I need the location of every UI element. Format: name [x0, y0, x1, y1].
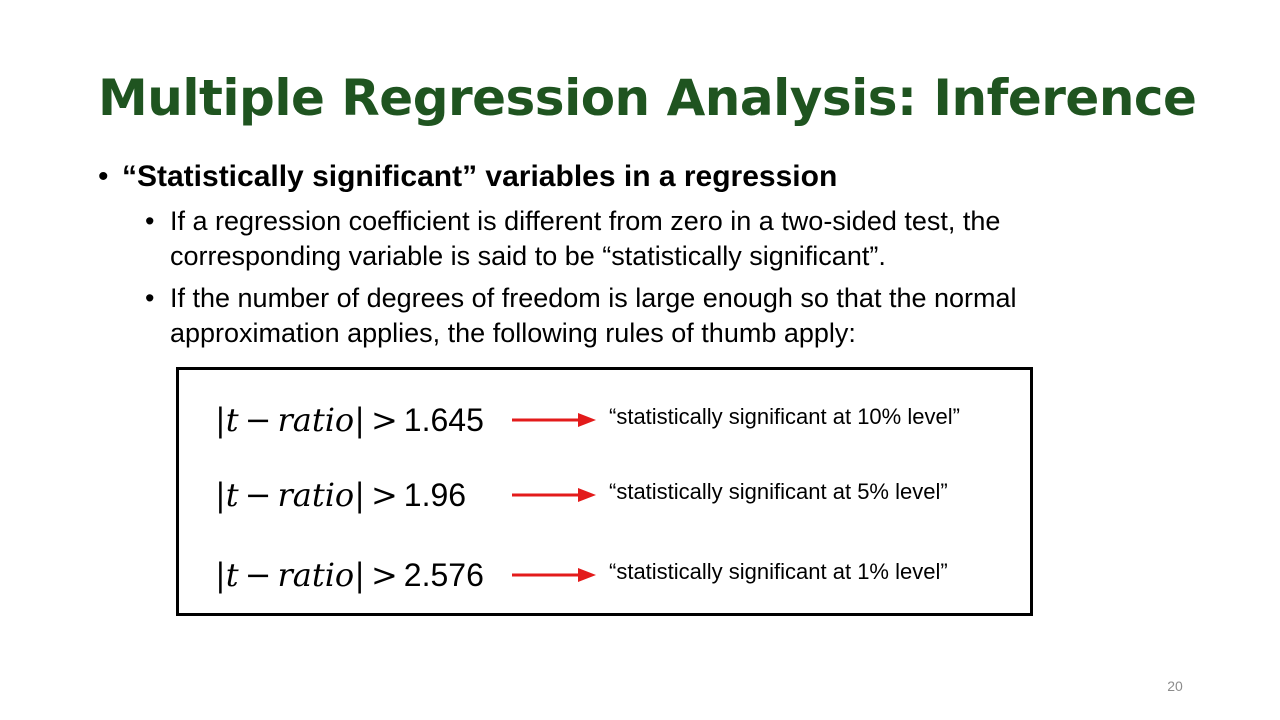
- greater-than-sign: >: [370, 556, 398, 594]
- significance-label: “statistically significant at 1% level”: [609, 559, 948, 584]
- t-variable: t: [225, 401, 239, 439]
- t-variable: t: [225, 556, 239, 594]
- bullet-dot: •: [145, 283, 155, 313]
- threshold-value: 1.645: [403, 402, 484, 438]
- minus-sign: −: [244, 556, 272, 594]
- abs-bar-left: |: [215, 401, 226, 439]
- significance-label: “statistically significant at 10% level”: [609, 404, 960, 429]
- bullet-dot: •: [98, 160, 109, 193]
- minus-sign: −: [244, 401, 272, 439]
- abs-bar-left: |: [215, 556, 226, 594]
- greater-than-sign: >: [370, 401, 398, 439]
- right-arrow-icon: [512, 568, 596, 582]
- abs-bar-left: |: [215, 476, 226, 514]
- abs-bar-right: |: [354, 401, 365, 439]
- t-ratio-inequality: |t − ratio| >2.576: [215, 555, 484, 595]
- rule-row-5-percent: |t − ratio| >1.96 “statistically significan…: [179, 467, 1030, 527]
- abs-bar-right: |: [354, 476, 365, 514]
- greater-than-sign: >: [370, 476, 398, 514]
- t-ratio-inequality: |t − ratio| >1.96: [215, 475, 466, 515]
- sub-bullet-2: • If the number of degrees of freedom is…: [145, 281, 1155, 351]
- t-ratio-inequality: |t − ratio| >1.645: [215, 400, 484, 440]
- right-arrow-icon: [512, 488, 596, 502]
- main-bullet-text: “Statistically significant” variables in…: [122, 160, 838, 193]
- rule-row-10-percent: |t − ratio| >1.645 “statistically significa…: [179, 392, 1030, 452]
- bullet-dot: •: [145, 206, 155, 236]
- slide-title: Multiple Regression Analysis: Inference: [98, 69, 1197, 127]
- ratio-variable: ratio: [277, 401, 355, 439]
- threshold-value: 2.576: [403, 557, 484, 593]
- rule-row-1-percent: |t − ratio| >2.576 “statistically significa…: [179, 547, 1030, 607]
- sub-bullet-text: If the number of degrees of freedom is l…: [170, 283, 1017, 348]
- t-variable: t: [225, 476, 239, 514]
- ratio-variable: ratio: [277, 556, 355, 594]
- sub-bullet-text: If a regression coefficient is different…: [170, 206, 1001, 271]
- sub-bullet-1: • If a regression coefficient is differe…: [145, 204, 1155, 274]
- right-arrow-icon: [512, 413, 596, 427]
- page-number: 20: [1167, 678, 1183, 694]
- minus-sign: −: [244, 476, 272, 514]
- threshold-value: 1.96: [403, 477, 467, 513]
- significance-label: “statistically significant at 5% level”: [609, 479, 948, 504]
- rules-of-thumb-box: |t − ratio| >1.645 “statistically significa…: [176, 367, 1033, 616]
- ratio-variable: ratio: [277, 476, 355, 514]
- main-bullet: • “Statistically significant” variables i…: [98, 158, 837, 196]
- abs-bar-right: |: [354, 556, 365, 594]
